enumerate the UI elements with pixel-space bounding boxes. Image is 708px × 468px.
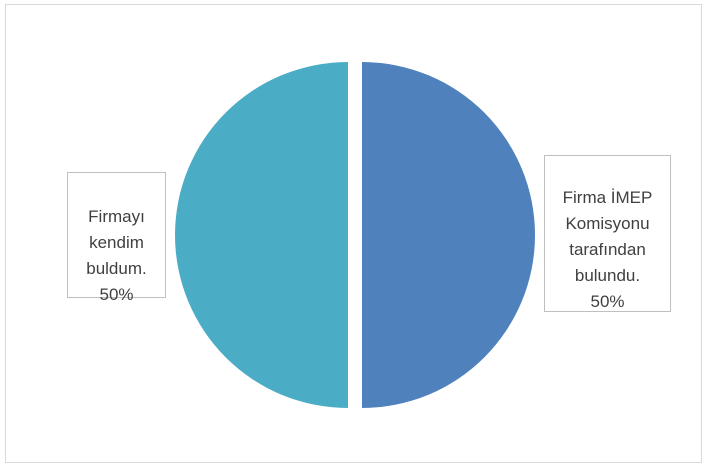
data-label-line: 50%	[590, 292, 625, 311]
data-label-line: Komisyonu	[565, 214, 650, 233]
pie-slice-1	[175, 62, 348, 408]
data-label-line: buldum.	[86, 259, 147, 278]
data-label-line: tarafından	[569, 240, 646, 259]
data-label-line: Firmayı	[88, 207, 145, 226]
data-label-kendim: Firmayı kendim buldum. 50%	[67, 172, 166, 304]
data-label-line: bulundu.	[574, 266, 641, 285]
data-label-line: Firma İMEP	[562, 188, 653, 207]
data-label-imep: Firma İMEP Komisyonu tarafından bulundu. 50%	[544, 155, 671, 312]
data-label-line: kendim	[89, 233, 144, 252]
pie-slice-0	[362, 62, 535, 408]
data-label-line: 50%	[99, 285, 134, 304]
